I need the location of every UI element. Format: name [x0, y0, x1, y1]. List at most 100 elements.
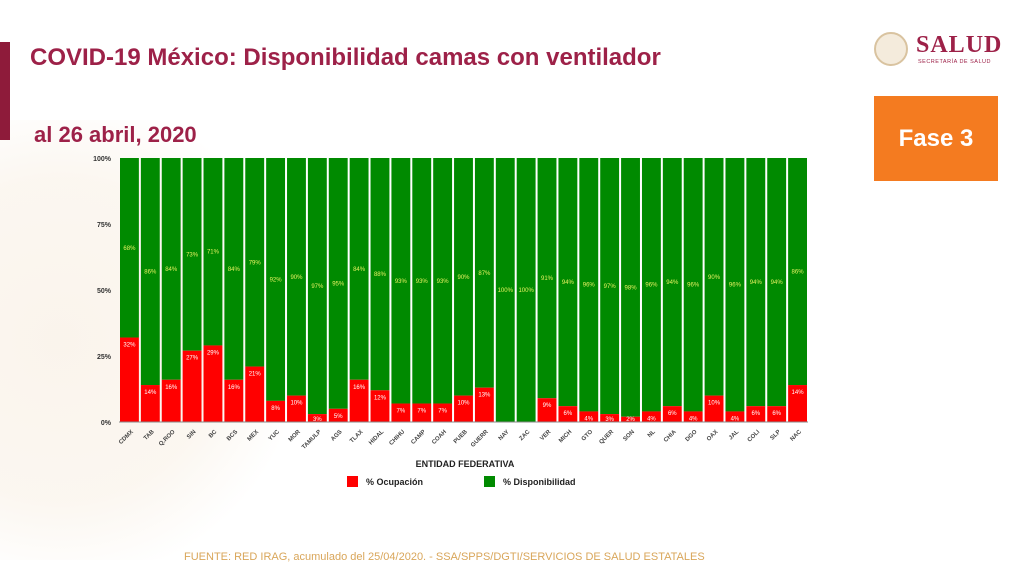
data-label-disponibilidad: 88% [374, 272, 387, 278]
bar-ocupacion [662, 406, 682, 422]
bar-ocupacion [454, 395, 473, 422]
x-tick-label: COLI [747, 429, 762, 444]
bar-ocupacion [641, 411, 661, 422]
bar-ocupacion [621, 416, 640, 422]
x-tick-label: CDMX [118, 429, 135, 446]
x-tick-label: BCS [226, 429, 239, 442]
data-label-ocupacion: 32% [123, 343, 136, 349]
bar-disponibilidad [537, 158, 557, 399]
bar-ocupacion [224, 379, 244, 422]
accent-stripe [0, 42, 10, 140]
data-label-disponibilidad: 90% [457, 275, 470, 281]
logo-text: SALUD [916, 32, 1003, 58]
data-label-ocupacion: 3% [605, 417, 614, 423]
data-label-ocupacion: 6% [772, 411, 781, 417]
data-label-ocupacion: 6% [668, 411, 677, 417]
legend-swatch-disponibilidad [484, 476, 495, 487]
data-label-disponibilidad: 94% [562, 280, 575, 286]
bar-disponibilidad [182, 158, 202, 351]
x-tick-label: TLAX [349, 429, 364, 444]
data-label-ocupacion: 13% [478, 393, 491, 399]
x-tick-label: SIN [186, 429, 197, 440]
legend-item-ocupacion: % Ocupación [347, 476, 423, 487]
bar-disponibilidad [725, 158, 745, 412]
data-label-ocupacion: 4% [584, 416, 593, 422]
data-label-disponibilidad: 73% [186, 252, 199, 258]
bar-ocupacion [579, 411, 599, 422]
data-label-disponibilidad: 91% [541, 276, 554, 282]
x-tick-label: TAB [143, 429, 156, 442]
y-tick-label: 50% [97, 288, 112, 295]
y-tick-label: 0% [101, 420, 112, 427]
data-label-ocupacion: 10% [457, 401, 470, 407]
data-label-disponibilidad: 86% [144, 270, 157, 276]
x-tick-label: NAY [498, 429, 511, 442]
legend-item-disponibilidad: % Disponibilidad [484, 476, 576, 487]
data-label-ocupacion: 9% [543, 403, 552, 409]
bar-ocupacion [328, 408, 348, 422]
bar-disponibilidad [266, 158, 286, 401]
bar-ocupacion [474, 387, 494, 422]
data-label-disponibilidad: 96% [687, 283, 700, 289]
bar-disponibilidad [641, 158, 661, 412]
legend-label: % Ocupación [366, 476, 424, 487]
x-tick-label: JAL [728, 429, 740, 441]
bar-ocupacion [600, 414, 620, 422]
bar-ocupacion [245, 366, 265, 422]
data-label-ocupacion: 16% [353, 385, 366, 391]
data-label-disponibilidad: 94% [750, 280, 763, 286]
x-tick-label: QUER [599, 429, 616, 446]
data-label-disponibilidad: 93% [437, 279, 450, 285]
bar-ocupacion [683, 411, 703, 422]
bar-disponibilidad [203, 158, 223, 346]
bar-ocupacion [266, 400, 286, 422]
data-label-ocupacion: 7% [417, 409, 426, 415]
data-label-disponibilidad: 86% [792, 270, 805, 276]
data-label-disponibilidad: 84% [165, 267, 178, 273]
bar-disponibilidad [558, 158, 578, 407]
data-label-disponibilidad: 94% [666, 280, 679, 286]
x-tick-label: BC [208, 429, 219, 440]
bar-ocupacion [788, 385, 807, 422]
data-label-ocupacion: 7% [438, 409, 447, 415]
y-tick-label: 100% [93, 156, 112, 163]
bar-disponibilidad [600, 158, 620, 415]
data-label-ocupacion: 3% [313, 417, 322, 423]
x-tick-label: HIDAL [368, 429, 385, 446]
data-label-disponibilidad: 100% [518, 288, 534, 294]
bar-disponibilidad [140, 158, 160, 386]
bar-disponibilidad [245, 158, 265, 367]
data-label-disponibilidad: 97% [311, 284, 324, 290]
x-tick-label: NL [647, 429, 657, 439]
data-label-disponibilidad: 94% [771, 280, 784, 286]
data-label-ocupacion: 4% [647, 416, 656, 422]
bar-ocupacion [558, 406, 578, 422]
data-label-ocupacion: 14% [792, 390, 805, 396]
bar-ocupacion [537, 398, 557, 422]
data-label-disponibilidad: 96% [645, 283, 658, 289]
bar-ocupacion [370, 390, 390, 422]
bar-disponibilidad [474, 158, 494, 388]
data-label-ocupacion: 4% [731, 416, 740, 422]
x-tick-label: GUERR [470, 429, 490, 449]
x-tick-label: YUC [268, 429, 282, 443]
x-tick-label: CHIHU [389, 429, 407, 447]
bar-ocupacion [704, 395, 724, 422]
data-label-disponibilidad: 96% [729, 283, 742, 289]
data-label-ocupacion: 10% [290, 401, 303, 407]
bar-disponibilidad [516, 158, 536, 422]
data-label-disponibilidad: 98% [625, 285, 638, 291]
bar-ocupacion [725, 411, 745, 422]
data-label-ocupacion: 29% [207, 350, 220, 356]
x-tick-label: NAC [790, 429, 804, 443]
data-label-disponibilidad: 79% [249, 260, 262, 266]
national-seal-icon [874, 32, 908, 66]
data-label-disponibilidad: 90% [290, 275, 303, 281]
bar-ocupacion [203, 345, 223, 422]
bar-disponibilidad [224, 158, 244, 380]
bar-disponibilidad [495, 158, 515, 422]
bar-disponibilidad [454, 158, 473, 396]
x-tick-label: MEX [247, 429, 260, 442]
bar-disponibilidad [391, 158, 411, 404]
